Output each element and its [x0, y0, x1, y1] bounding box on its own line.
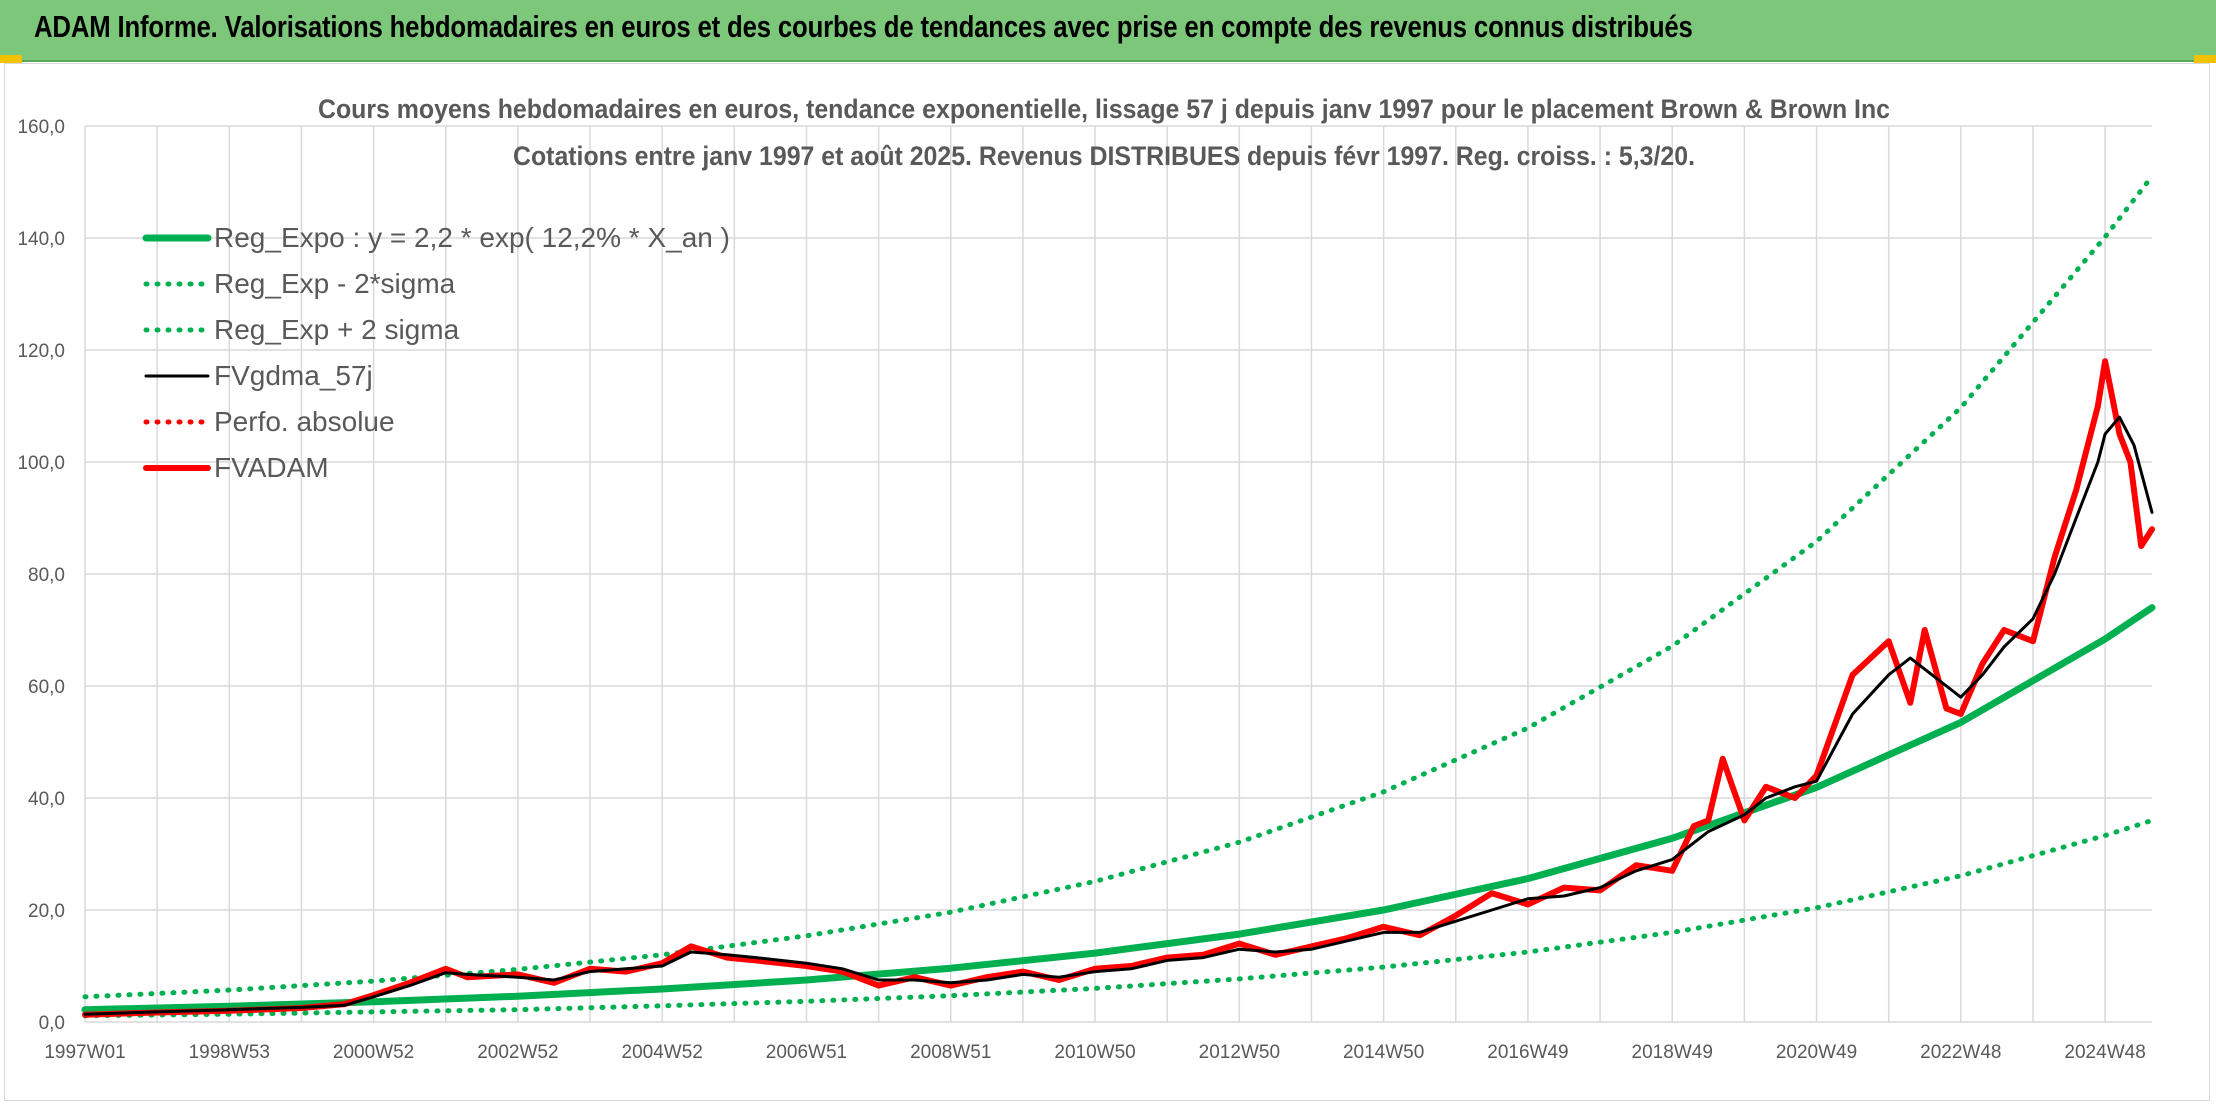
legend-label: Perfo. absolue — [214, 406, 395, 437]
y-tick-label: 60,0 — [28, 677, 65, 698]
chart-area — [4, 63, 2210, 1101]
x-tick-label: 2010W50 — [1054, 1042, 1135, 1063]
series-lines — [81, 173, 2156, 1019]
x-tick-label: 2000W52 — [333, 1042, 414, 1063]
chart-subtitle: Cotations entre janv 1997 et août 2025. … — [513, 141, 1695, 171]
x-tick-label: 2018W49 — [1632, 1042, 1713, 1063]
gridlines — [84, 125, 2152, 1023]
y-tick-label: 20,0 — [28, 901, 65, 922]
x-tick-label: 2006W51 — [766, 1042, 847, 1063]
x-tick-label: 1998W53 — [189, 1042, 270, 1063]
x-tick-label: 2008W51 — [910, 1042, 991, 1063]
legend: Reg_Expo : y = 2,2 * exp( 12,2% * X_an )… — [142, 222, 730, 483]
y-tick-label: 160,0 — [17, 117, 65, 138]
y-tick-label: 140,0 — [17, 229, 65, 250]
y-axis-ticks: 0,0 20,0 40,0 60,0 80,0 100,0 120,0 140,0 160,0 — [17, 117, 65, 1034]
y-tick-label: 120,0 — [17, 341, 65, 362]
legend-label: Reg_Exp - 2*sigma — [214, 268, 456, 299]
series-line-2 — [82, 173, 2155, 1000]
x-tick-label: 2020W49 — [1776, 1042, 1857, 1063]
y-tick-label: 40,0 — [28, 789, 65, 810]
x-tick-label: 1997W01 — [44, 1042, 125, 1063]
series-line-3 — [83, 415, 2154, 1016]
x-tick-label: 2004W52 — [622, 1042, 703, 1063]
x-axis-ticks: 1997W01 1998W53 2000W52 2002W52 2004W52 2006W… — [44, 1042, 2145, 1063]
x-tick-label: 2024W48 — [2064, 1042, 2145, 1063]
series-line-5 — [82, 358, 2155, 1018]
x-tick-label: 2002W52 — [477, 1042, 558, 1063]
legend-label: Reg_Expo : y = 2,2 * exp( 12,2% * X_an ) — [214, 222, 730, 253]
report-banner: ADAM Informe. Valorisations hebdomadaire… — [0, 0, 2216, 62]
corner-mark-right — [2194, 55, 2216, 63]
y-tick-label: 80,0 — [28, 565, 65, 586]
report-title: ADAM Informe. Valorisations hebdomadaire… — [34, 9, 1693, 44]
chart-title: Cours moyens hebdomadaires en euros, ten… — [318, 94, 1890, 124]
x-tick-label: 2016W49 — [1487, 1042, 1568, 1063]
y-tick-label: 0,0 — [39, 1013, 65, 1034]
legend-label: FVADAM — [214, 452, 329, 483]
corner-mark-left — [0, 55, 22, 63]
series-line-1 — [82, 817, 2155, 1019]
series-line-0 — [81, 604, 2156, 1014]
x-tick-label: 2012W50 — [1199, 1042, 1280, 1063]
legend-label: FVgdma_57j — [214, 360, 373, 391]
y-tick-label: 100,0 — [17, 453, 65, 474]
x-tick-label: 2014W50 — [1343, 1042, 1424, 1063]
legend-label: Reg_Exp + 2 sigma — [214, 314, 460, 345]
x-tick-label: 2022W48 — [1920, 1042, 2001, 1063]
